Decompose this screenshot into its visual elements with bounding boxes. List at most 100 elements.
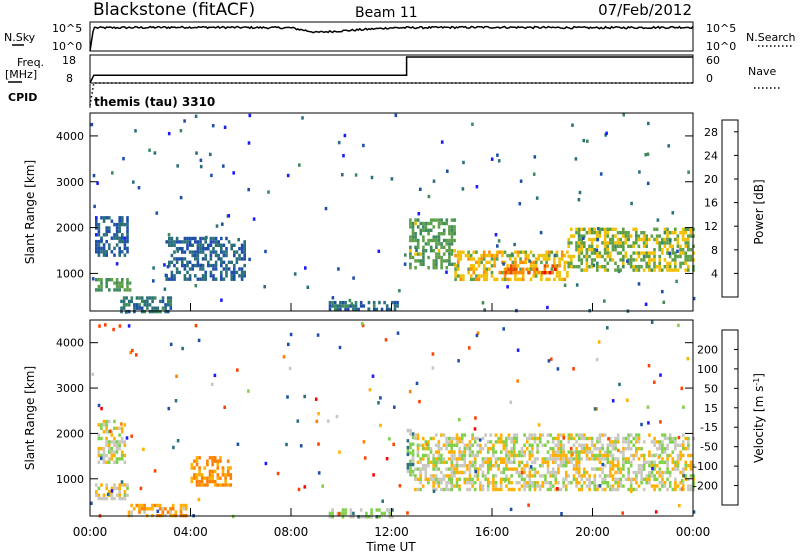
heatmap-cell <box>222 267 226 271</box>
heatmap-cell <box>121 222 124 227</box>
heatmap-cell <box>138 306 141 310</box>
heatmap-cell <box>205 235 208 240</box>
heatmap-cell <box>156 306 160 310</box>
heatmap-cell <box>225 247 228 251</box>
heatmap-cell <box>533 436 537 441</box>
heatmap-cell <box>681 231 685 235</box>
heatmap-cell <box>658 248 661 252</box>
heatmap-cell <box>562 464 565 468</box>
heatmap-cell <box>328 515 332 519</box>
heatmap-cell <box>606 453 610 458</box>
heatmap-cell <box>554 477 558 481</box>
heatmap-cell <box>122 296 126 300</box>
heatmap-cell <box>409 262 412 266</box>
heatmap-cell <box>445 218 449 222</box>
heatmap-cell <box>227 260 231 264</box>
heatmap-cell <box>583 467 586 471</box>
heatmap-cell <box>671 487 675 492</box>
heatmap-cell <box>622 231 625 235</box>
heatmap-cell <box>448 242 451 246</box>
heatmap-cell <box>635 234 638 238</box>
heatmap-cell <box>201 236 205 241</box>
heatmap-cell <box>499 433 503 437</box>
heatmap-cell <box>200 473 204 477</box>
heatmap-cell <box>455 436 459 441</box>
heatmap-cell <box>113 496 116 501</box>
heatmap-cell <box>339 307 342 312</box>
heatmap-cell <box>512 450 516 454</box>
heatmap-cell <box>640 251 643 255</box>
heatmap-cell <box>492 474 495 478</box>
heatmap-cell <box>603 237 607 242</box>
heatmap-cell <box>357 515 360 519</box>
heatmap-cell <box>126 483 129 487</box>
heatmap-cell <box>463 450 467 454</box>
heatmap-cell <box>130 299 134 304</box>
heatmap-cell <box>233 274 236 278</box>
heatmap-cell <box>537 423 541 427</box>
heatmap-cell <box>632 265 635 269</box>
heatmap-cell <box>113 419 116 424</box>
heatmap-cell <box>427 238 430 243</box>
heatmap-cell <box>658 254 661 259</box>
heatmap-cell <box>557 453 560 458</box>
heatmap-cell <box>564 457 568 461</box>
heatmap-cell <box>494 457 498 461</box>
heatmap-cell <box>105 426 108 430</box>
heatmap-cell <box>635 474 638 478</box>
heatmap-cell <box>655 447 659 451</box>
heatmap-cell <box>537 270 541 275</box>
heatmap-cell <box>494 460 498 464</box>
heatmap-cell <box>567 436 571 441</box>
heatmap-cell <box>120 457 124 461</box>
heatmap-cell <box>196 253 200 258</box>
heatmap-cell <box>473 427 477 431</box>
heatmap-cell <box>102 423 106 427</box>
heatmap-cell <box>447 436 451 441</box>
heatmap-cell <box>557 447 560 451</box>
heatmap-cell <box>432 464 435 468</box>
heatmap-cell <box>629 477 633 481</box>
heatmap-cell <box>196 260 200 264</box>
heatmap-cell <box>183 236 187 241</box>
heatmap-cell <box>378 508 381 512</box>
heatmap-cell <box>686 357 690 361</box>
heatmap-cell <box>432 453 435 458</box>
heatmap-cell <box>677 323 680 328</box>
heatmap-cell <box>674 265 677 269</box>
heatmap-cell <box>468 440 472 444</box>
heatmap-cell <box>637 237 641 242</box>
heatmap-cell <box>656 218 660 222</box>
heatmap-cell <box>687 234 690 238</box>
heatmap-cell <box>122 299 126 304</box>
heatmap-cell <box>459 277 463 282</box>
heatmap-cell <box>570 234 573 238</box>
heatmap-cell <box>411 473 415 477</box>
heatmap-cell <box>684 460 688 464</box>
heatmap-cell <box>551 474 555 478</box>
heatmap-cell <box>542 253 546 258</box>
heatmap-cell <box>507 436 511 441</box>
heatmap-cell <box>518 470 521 475</box>
heatmap-cell <box>424 228 428 232</box>
heatmap-cell <box>427 453 430 458</box>
heatmap-cell <box>435 266 438 270</box>
heatmap-cell <box>637 467 641 471</box>
heatmap-cell <box>663 244 667 248</box>
heatmap-cell <box>151 296 154 300</box>
heatmap-cell <box>689 460 693 464</box>
heatmap-cell <box>627 237 630 242</box>
heatmap-cell <box>538 474 542 478</box>
heatmap-cell <box>466 467 469 471</box>
heatmap-cell <box>460 470 464 475</box>
heatmap-cell <box>380 511 384 516</box>
heatmap-cell <box>476 436 480 441</box>
nave-tick-bottom: 0 <box>706 72 713 85</box>
heatmap-cell <box>173 277 176 281</box>
heatmap-cell <box>419 228 423 232</box>
heatmap-cell <box>635 436 638 441</box>
heatmap-cell <box>453 443 456 447</box>
heatmap-cell <box>627 474 630 478</box>
heatmap-cell <box>133 303 136 307</box>
